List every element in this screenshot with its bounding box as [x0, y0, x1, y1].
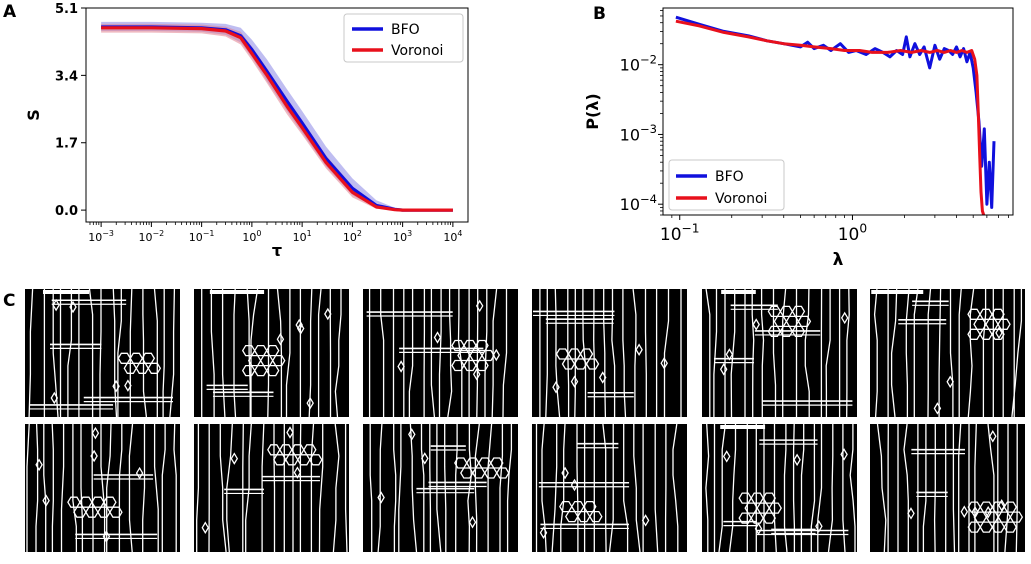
- legend: BFO Voronoi: [669, 160, 784, 210]
- x-tick-label-exp: 0: [859, 221, 867, 235]
- y-tick-label-base: 10: [620, 125, 640, 144]
- y-tick-label: 3.4: [55, 69, 78, 84]
- y-axis-label: S: [24, 109, 43, 121]
- x-tick-label-base: 10: [242, 231, 256, 244]
- microstructure-tile: [870, 289, 1025, 417]
- legend: BFO Voronoi: [344, 14, 463, 62]
- panel-label-c: C: [3, 291, 15, 311]
- legend-label-bfo: BFO: [391, 22, 420, 38]
- microstructure-tile: [532, 424, 687, 552]
- x-tick-label: 10−1: [660, 221, 700, 245]
- x-tick-label: 102: [343, 229, 362, 244]
- x-axis-label: τ: [272, 241, 282, 260]
- x-tick-label: 100: [242, 229, 261, 244]
- microstructure-grid: [25, 289, 1025, 552]
- y-tick-label-exp: −2: [640, 52, 657, 66]
- x-tick-label-base: 10: [293, 231, 307, 244]
- domain-wall: [720, 425, 765, 429]
- x-tick-label-base: 10: [838, 225, 860, 245]
- legend-label-voronoi: Voronoi: [391, 43, 443, 59]
- domain-wall: [43, 290, 89, 294]
- y-tick-label-exp: −4: [640, 192, 657, 206]
- x-tick-label-exp: 2: [357, 229, 362, 238]
- tile-background: [702, 424, 857, 552]
- microstructure-tile: [194, 289, 349, 417]
- x-tick-label: 101: [293, 229, 312, 244]
- microstructure-tile: [194, 424, 349, 552]
- domain-wall: [210, 290, 264, 294]
- y-axis-label: P(λ): [583, 93, 602, 129]
- grain-boundary: [575, 289, 576, 417]
- grain-boundary: [594, 289, 595, 417]
- y-tick-label: 10−4: [620, 192, 657, 214]
- microstructure-tile: [25, 424, 180, 552]
- microstructure-tile: [702, 424, 857, 552]
- x-tick-label-base: 10: [443, 231, 457, 244]
- x-tick-label-exp: −2: [153, 229, 165, 238]
- microstructure-tile: [532, 289, 687, 417]
- panel-label-a: A: [3, 2, 17, 22]
- x-tick-label: 100: [838, 221, 867, 245]
- y-tick-label: 1.7: [55, 137, 78, 152]
- x-tick-label-base: 10: [88, 231, 102, 244]
- x-tick-label-exp: 0: [256, 229, 261, 238]
- x-tick-label-exp: 3: [407, 229, 412, 238]
- grain-boundary: [935, 424, 936, 552]
- legend-label-voronoi: Voronoi: [715, 191, 767, 207]
- y-tick-label-base: 10: [620, 56, 640, 75]
- x-tick-label-base: 10: [189, 231, 203, 244]
- y-tick-label: 10−3: [620, 122, 657, 144]
- x-tick-label-exp: 1: [307, 229, 312, 238]
- microstructure-tile: [702, 289, 857, 417]
- y-tick-label: 0.0: [55, 204, 78, 219]
- grain-boundary: [243, 424, 244, 552]
- x-tick-label-base: 10: [343, 231, 357, 244]
- tile-background: [194, 289, 349, 417]
- y-tick-label-base: 10: [620, 195, 640, 214]
- domain-wall: [871, 290, 923, 294]
- panel-label-b: B: [593, 4, 606, 24]
- x-tick-label-base: 10: [139, 231, 153, 244]
- x-tick-label-base: 10: [393, 231, 407, 244]
- microstructure-tile: [363, 289, 518, 417]
- x-tick-label: 103: [393, 229, 412, 244]
- x-tick-label: 10−2: [139, 229, 165, 244]
- microstructure-tile: [363, 424, 518, 552]
- x-tick-label-base: 10: [660, 225, 682, 245]
- x-tick-label: 10−3: [88, 229, 114, 244]
- microstructure-tile: [870, 424, 1025, 552]
- x-tick-label: 10−1: [189, 229, 215, 244]
- x-axis-label: λ: [833, 250, 844, 270]
- x-tick-label-exp: −3: [102, 229, 114, 238]
- tile-background: [194, 424, 349, 552]
- y-tick-label: 5.1: [55, 2, 78, 17]
- domain-wall: [721, 290, 756, 294]
- x-tick-label-exp: −1: [682, 221, 700, 235]
- grain-boundary: [274, 424, 275, 552]
- tile-background: [870, 424, 1025, 552]
- y-tick-label-exp: −3: [640, 122, 657, 136]
- x-tick-label: 104: [443, 229, 462, 244]
- x-tick-label-exp: −1: [203, 229, 215, 238]
- microstructure-tile: [25, 289, 180, 417]
- x-tick-label-exp: 4: [457, 229, 462, 238]
- legend-label-bfo: BFO: [715, 169, 744, 185]
- y-tick-label: 10−2: [620, 52, 657, 74]
